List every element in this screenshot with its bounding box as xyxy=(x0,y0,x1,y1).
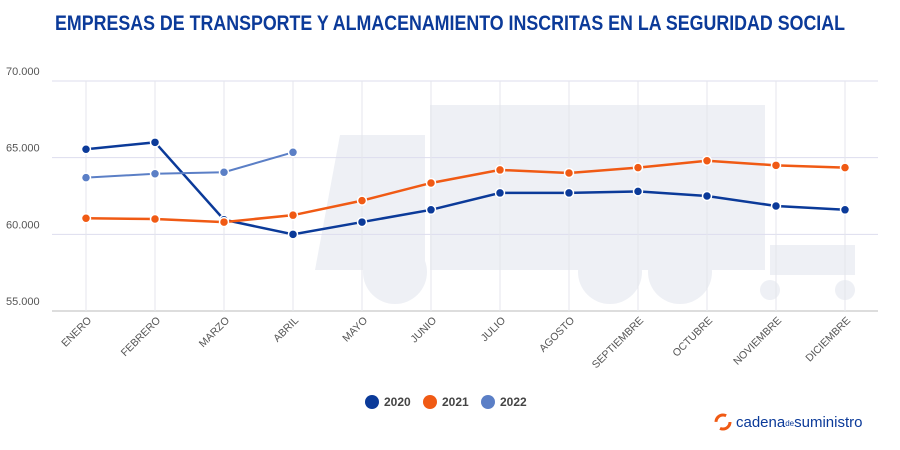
data-point xyxy=(218,166,230,178)
x-tick-label: MAYO xyxy=(340,315,370,345)
data-point xyxy=(425,177,437,189)
y-tick-label: 70.000 xyxy=(6,66,40,78)
data-point xyxy=(287,229,299,240)
data-point xyxy=(425,204,437,216)
data-point xyxy=(287,209,299,221)
data-point xyxy=(149,168,161,180)
legend-label: 2022 xyxy=(500,395,527,409)
data-point xyxy=(149,137,161,148)
data-point xyxy=(632,162,644,173)
background-truck xyxy=(315,105,855,304)
legend-marker xyxy=(365,395,379,409)
data-point xyxy=(356,195,368,206)
y-tick-label: 65.000 xyxy=(6,143,40,155)
x-tick-label: NOVIEMBRE xyxy=(731,315,784,368)
logo-text: cadenadesuministro xyxy=(736,414,862,431)
x-tick-label: ENERO xyxy=(59,315,94,350)
legend-marker xyxy=(423,395,437,409)
x-tick-label: ABRIL xyxy=(271,315,301,345)
x-tick-label: JULIO xyxy=(479,315,509,345)
series-line xyxy=(85,141,846,236)
legend-label: 2020 xyxy=(384,395,411,409)
legend-marker xyxy=(481,395,495,409)
data-point xyxy=(839,204,851,216)
data-point xyxy=(356,216,368,228)
data-point xyxy=(80,143,92,155)
x-tick-label: AGOSTO xyxy=(537,315,577,355)
series-line xyxy=(85,151,294,179)
series-line xyxy=(85,159,846,224)
x-tick-label: FEBRERO xyxy=(119,315,163,359)
data-point xyxy=(287,147,299,158)
data-point xyxy=(701,190,713,202)
x-tick-label: JUNIO xyxy=(408,315,439,346)
logo: cadenadesuministro xyxy=(714,413,862,431)
x-tick-label: OCTUBRE xyxy=(670,315,715,360)
data-point xyxy=(770,200,782,212)
x-tick-label: SEPTIEMBRE xyxy=(590,315,646,371)
y-tick-label: 55.000 xyxy=(6,296,40,308)
legend-label: 2021 xyxy=(442,395,469,409)
logo-part: cadena xyxy=(736,414,786,431)
data-point xyxy=(632,186,644,197)
data-point xyxy=(494,187,506,199)
x-tick-label: MARZO xyxy=(197,315,232,350)
data-point xyxy=(563,167,575,179)
x-tick-label: DICIEMBRE xyxy=(803,315,853,365)
chart-title: EMPRESAS DE TRANSPORTE Y ALMACENAMIENTO … xyxy=(55,12,845,35)
data-point xyxy=(494,164,506,176)
data-point xyxy=(839,162,851,173)
logo-part: suministro xyxy=(794,414,862,431)
data-point xyxy=(149,213,161,225)
data-point xyxy=(770,160,782,171)
data-point xyxy=(701,155,713,166)
data-point xyxy=(80,172,92,183)
y-tick-label: 60.000 xyxy=(6,219,40,231)
data-point xyxy=(218,216,230,228)
data-point xyxy=(563,187,575,199)
data-point xyxy=(80,212,92,224)
logo-part: de xyxy=(785,419,794,428)
